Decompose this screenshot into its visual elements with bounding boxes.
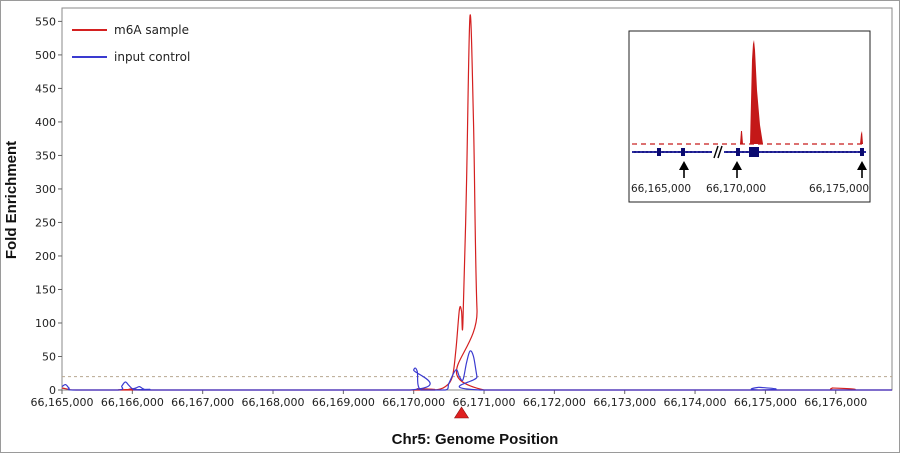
inset-exon-5 xyxy=(860,148,864,156)
inset-exon-4 xyxy=(749,147,759,157)
x-tick-label: 66,167,000 xyxy=(171,396,234,409)
inset-tick-label-3: 66,175,000 xyxy=(809,183,869,195)
x-tick-label: 66,173,000 xyxy=(593,396,656,409)
y-tick-label: 250 xyxy=(35,216,56,229)
y-tick-label: 0 xyxy=(49,384,56,397)
inset-exon-2 xyxy=(681,148,685,156)
inset-main-peak xyxy=(750,40,763,144)
y-axis-ticks: 0 50 100 150 200 250 300 350 400 450 500 550 xyxy=(35,15,62,397)
x-tick-label: 66,171,000 xyxy=(453,396,516,409)
x-axis-ticks: 66,165,000 66,166,000 66,167,000 66,168,000… xyxy=(31,390,867,409)
x-tick-label: 66,165,000 xyxy=(31,396,94,409)
inset-break-mark-2 xyxy=(717,145,723,159)
inset-track-view: 66,165,000 66,170,000 66,175,000 xyxy=(628,30,871,203)
inset-break-mark-1 xyxy=(713,145,719,159)
x-tick-label: 66,168,000 xyxy=(242,396,305,409)
y-tick-label: 300 xyxy=(35,183,56,196)
x-tick-label: 66,174,000 xyxy=(664,396,727,409)
x-tick-label: 66,170,000 xyxy=(382,396,445,409)
legend-label-m6a-sample: m6A sample xyxy=(114,23,189,37)
inset-exon-3 xyxy=(736,148,740,156)
legend-label-input-control: input control xyxy=(114,50,190,64)
x-tick-label: 66,176,000 xyxy=(804,396,867,409)
inset-tick-label-1: 66,165,000 xyxy=(631,183,691,195)
y-tick-label: 400 xyxy=(35,116,56,129)
inset-tick-label-2: 66,170,000 xyxy=(706,183,766,195)
y-tick-label: 150 xyxy=(35,283,56,296)
y-axis-title: Fold Enrichment xyxy=(3,141,20,259)
y-tick-label: 200 xyxy=(35,250,56,263)
x-tick-label: 66,172,000 xyxy=(523,396,586,409)
inset-arrow-1 xyxy=(679,161,689,178)
inset-arrow-2 xyxy=(732,161,742,178)
inset-end-peak xyxy=(860,131,863,144)
y-tick-label: 50 xyxy=(42,350,56,363)
inset-arrow-3 xyxy=(857,161,867,178)
peak-marker-triangle xyxy=(453,406,470,419)
x-tick-label: 66,169,000 xyxy=(312,396,375,409)
y-tick-label: 350 xyxy=(35,149,56,162)
legend: m6A sample input control xyxy=(72,23,190,64)
x-tick-label: 66,166,000 xyxy=(101,396,164,409)
x-axis-title: Chr5: Genome Position xyxy=(392,431,559,448)
y-tick-label: 550 xyxy=(35,15,56,28)
inset-small-peak xyxy=(740,131,743,144)
x-tick-label: 66,175,000 xyxy=(734,396,797,409)
series-line-input-control xyxy=(61,350,892,391)
y-tick-label: 450 xyxy=(35,82,56,95)
y-tick-label: 100 xyxy=(35,317,56,330)
inset-exon-1 xyxy=(657,148,661,156)
series-lines xyxy=(61,14,892,391)
y-tick-label: 500 xyxy=(35,49,56,62)
inset-border xyxy=(628,30,871,203)
